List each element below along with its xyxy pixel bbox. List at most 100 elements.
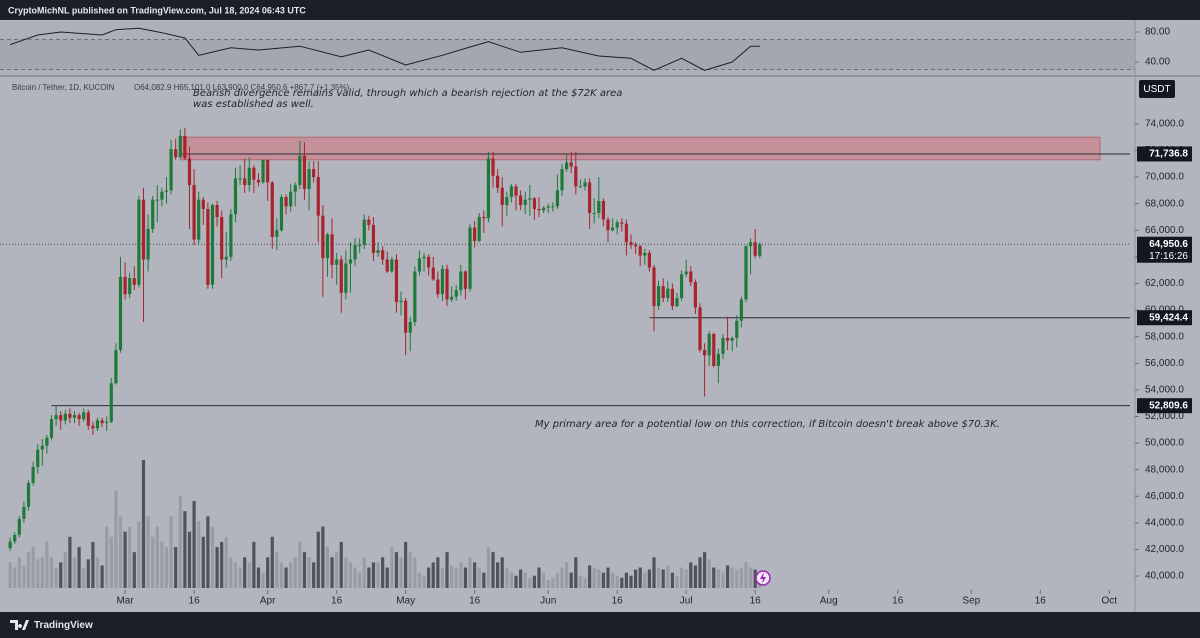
candle-body [371,224,376,253]
candle-body [128,278,132,295]
candle-body [725,337,730,341]
price-badge [1137,236,1192,263]
event-icon-bolt [760,572,766,584]
volume-bar [321,526,325,588]
volume-bar [440,567,445,588]
volume-bar [588,565,592,588]
candle-body [486,158,491,219]
candle-body [712,334,716,366]
volume-bar [132,552,136,588]
candle-body [312,169,316,178]
candle-body [629,242,633,245]
price-badge [1137,398,1192,414]
y-tick-label: 40,000.0 [1145,571,1184,582]
volume-bar [22,565,26,588]
volume-bar [247,562,251,588]
y-tick-label: 46,000.0 [1145,491,1184,502]
candle-body [206,208,210,285]
volume-bar [615,575,619,588]
rsi-tick-label: 80.00 [1145,27,1170,38]
rsi-layer: 80.00 40.00 [0,27,1170,71]
volume-bar [473,562,477,588]
candle-body [233,178,238,215]
candle-body [574,166,578,187]
volume-bar [335,552,339,588]
volume-bar [238,567,242,588]
volume-bar [183,511,187,588]
candle-body [261,159,265,183]
volume-bar [624,572,628,588]
candle-body [633,244,638,247]
candle-body [36,449,40,467]
volume-bar [256,567,261,588]
candle-body [656,286,661,307]
candle-body [523,199,527,206]
candle-body [13,534,17,542]
volume-bar [436,557,440,588]
volume-bar [463,567,468,588]
candle-body [86,412,90,426]
volume-bar [670,572,674,588]
price-badge-label: 71,736.8 [1149,149,1188,160]
candle-body [100,420,104,424]
currency-label: USDT [1143,84,1170,95]
zone-layer [179,136,1101,161]
price-badge-label: 59,424.4 [1149,312,1188,323]
volume-bar [266,557,270,588]
candle-body [183,135,187,159]
candle-body [514,186,518,196]
volume-bar [611,572,615,588]
x-tick-label: 16 [1035,596,1047,607]
volume-bar [519,569,523,588]
candle-body [597,201,601,213]
candle-body [109,383,113,422]
x-tick-label: Apr [260,596,276,607]
candle-body [689,271,693,283]
volume-bar [302,552,307,588]
volume-bar [486,547,491,588]
candle-body [560,169,564,191]
candle-body [445,268,449,300]
candle-body [739,299,743,321]
volume-bar [427,567,431,588]
candle-body [40,445,44,450]
volume-bar [753,569,757,588]
candle-layer [8,127,762,551]
volume-bar [59,562,63,588]
candle-body [82,412,86,420]
volume-bar [68,536,72,588]
candle-body [661,286,665,299]
volume-bar [367,567,371,588]
candle-body [279,197,284,231]
candle-body [243,178,247,186]
x-tick-label: Oct [1102,596,1118,607]
volume-bar [252,541,256,588]
volume-bar [201,536,205,588]
volume-bar [413,557,417,588]
volume-bar [206,516,210,588]
candle-body [491,158,495,176]
candle-body [620,222,624,224]
volume-bar [151,536,155,588]
price-badge-label: 52,809.6 [1149,400,1188,411]
volume-bar [404,541,408,588]
volume-bar [532,575,537,588]
volume-bar [450,565,454,588]
candle-body [505,197,509,206]
volume-bar [661,569,665,588]
volume-bar [270,536,274,588]
candle-body [735,320,739,338]
currency-badge[interactable] [1139,80,1175,98]
volume-bar [537,567,541,588]
volume-bar [647,569,651,588]
candle-body [413,271,417,323]
volume-bar [679,567,684,588]
candle-body [164,190,169,192]
x-tick-label: Jul [680,596,693,607]
volume-bar [54,567,58,588]
volume-bar [160,541,164,588]
y-tick-label: 42,000.0 [1145,544,1184,555]
candle-body [450,296,454,300]
candle-body [137,199,141,285]
candle-body [578,186,583,188]
